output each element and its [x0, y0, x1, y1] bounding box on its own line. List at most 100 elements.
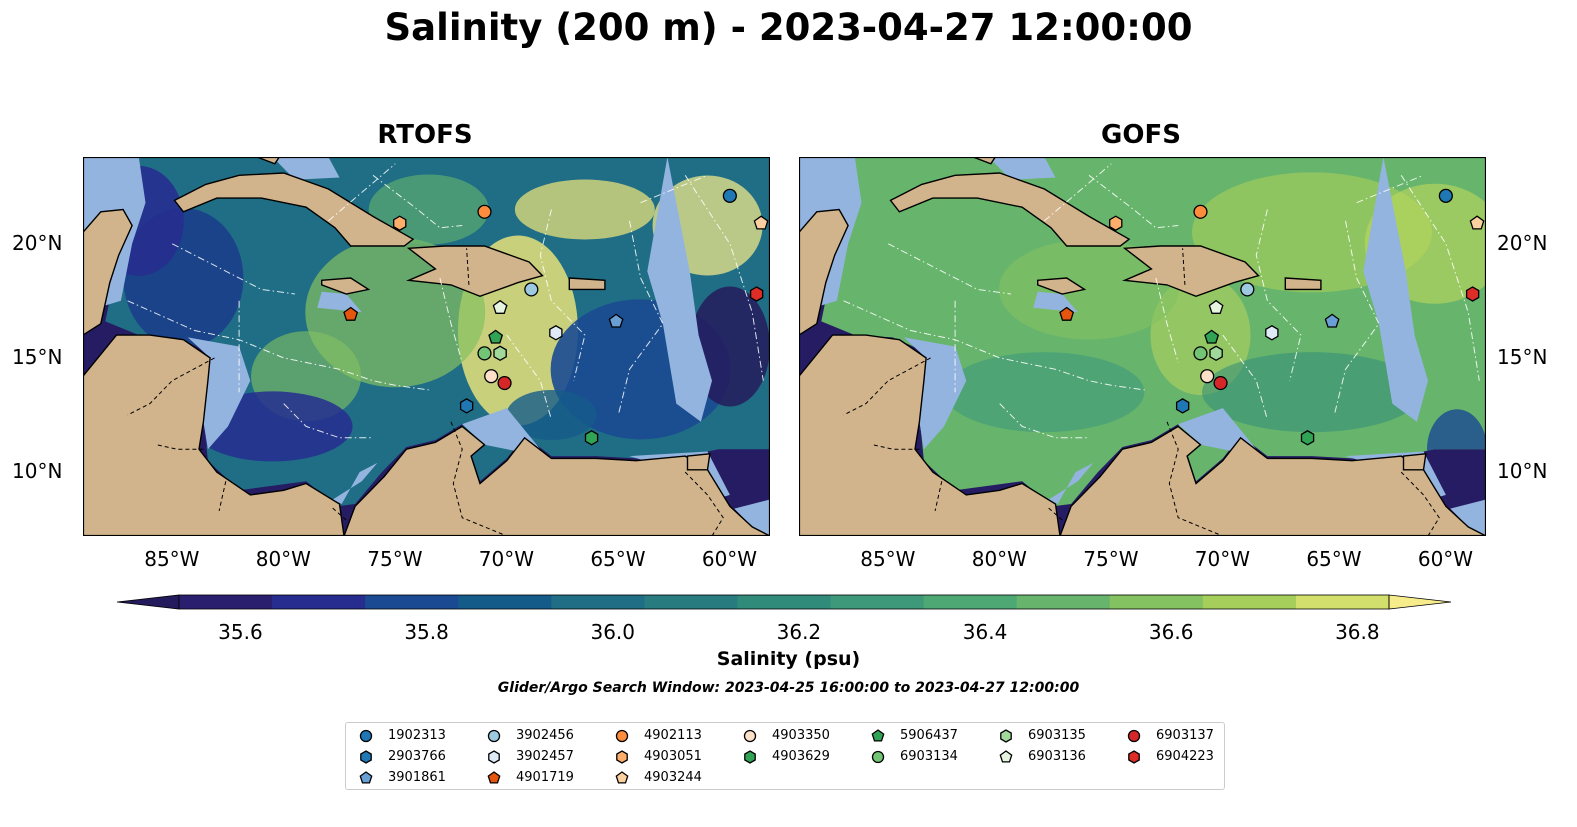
legend-label: 3901861 [388, 770, 446, 785]
float-marker-6903134 [477, 346, 492, 361]
float-marker-6903135 [493, 345, 507, 362]
legend-marker-3902457 [488, 750, 500, 764]
hexagon-marker-icon [744, 750, 756, 764]
shelf-area [903, 337, 967, 450]
legend-label: 2903766 [388, 749, 446, 764]
float-marker-6904223 [1465, 286, 1480, 302]
legend-label: 6903135 [1028, 728, 1086, 743]
legend-marker-6903137 [1127, 729, 1141, 743]
legend-marker-1902313 [359, 729, 373, 743]
land-cuba [173, 172, 415, 247]
colorbar-segment [1016, 595, 1111, 609]
legend-label: 6903134 [900, 749, 958, 764]
land-puerto-rico [568, 277, 606, 291]
float-marker-4902113 [1193, 204, 1208, 219]
float-marker-5906437 [488, 329, 504, 344]
legend-marker-4902113 [615, 729, 629, 743]
shelf-area [734, 499, 770, 536]
colorbar-extend-max [1388, 594, 1452, 610]
colorbar-tick-label: 35.8 [404, 620, 449, 644]
colorbar-segment [458, 595, 552, 609]
float-marker-6903137 [1213, 375, 1228, 391]
shelf-area [1363, 157, 1428, 422]
lon-tick-label: 60°W [701, 547, 758, 571]
lat-tick-label-left: 10°N [12, 459, 63, 484]
circle-marker-icon [871, 750, 885, 764]
lat-tick-label-left: 20°N [12, 230, 63, 255]
lon-tick-label: 65°W [590, 547, 646, 571]
panel-title-rtofs: RTOFS [377, 120, 473, 150]
land-hispaniola [1121, 245, 1260, 298]
circle-marker-icon [359, 729, 373, 743]
colorbar [116, 594, 1452, 610]
colorbar-segment [179, 595, 273, 609]
land-florida-tip [972, 157, 997, 165]
hexagon-marker-icon [1000, 729, 1012, 743]
legend-label: 6904223 [1156, 749, 1214, 764]
pentagon-marker-icon [999, 750, 1013, 763]
legend-marker-4903051 [616, 750, 628, 764]
float-marker-6903136 [492, 299, 508, 314]
hexagon-marker-icon [1128, 750, 1140, 764]
circle-marker-icon [1127, 729, 1141, 743]
float-marker-6903137 [497, 375, 512, 391]
legend-label: 3902456 [516, 728, 574, 743]
legend-label: 4903629 [772, 749, 830, 764]
lon-tick-label: 85°W [860, 547, 916, 571]
float-marker-6903136 [1208, 299, 1224, 314]
circle-marker-icon [615, 729, 629, 743]
float-marker-3901861 [608, 313, 624, 328]
land-trinidad [686, 453, 711, 471]
shelf-area [187, 337, 251, 450]
lat-tick-label-right: 15°N [1497, 344, 1548, 369]
legend-marker-6903134 [871, 750, 885, 764]
shelf-area [332, 462, 378, 504]
legend-label: 5906437 [900, 728, 958, 743]
colorbar-segment [1295, 595, 1390, 609]
legend-marker-6903136 [999, 750, 1013, 763]
float-legend: 1902313 2903766 3901861 3902456 3902457 49017… [345, 722, 1225, 790]
land-puerto-rico [1284, 277, 1322, 291]
float-marker-1902313 [722, 188, 737, 203]
float-marker-4903629 [1300, 430, 1315, 446]
legend-marker-2903766 [360, 750, 372, 764]
colorbar-segment [644, 595, 739, 609]
pentagon-marker-icon [359, 771, 373, 784]
legend-label: 6903136 [1028, 749, 1086, 764]
legend-marker-4901719 [487, 771, 501, 784]
colorbar-tick-label: 36.2 [776, 620, 822, 644]
lat-tick-label-left: 15°N [12, 344, 63, 369]
hexagon-marker-icon [360, 750, 372, 764]
float-marker-4903051 [1109, 215, 1123, 231]
lon-tick-label: 80°W [971, 547, 1027, 571]
colorbar-tick-label: 36.8 [1335, 620, 1380, 644]
float-marker-4901719 [1059, 306, 1075, 321]
float-marker-6903134 [1193, 346, 1208, 361]
colorbar-segment [272, 595, 366, 609]
shelf-area [462, 408, 541, 452]
lon-tick-label: 85°W [144, 547, 200, 571]
float-marker-3902457 [549, 325, 563, 341]
float-marker-4903350 [1200, 369, 1215, 384]
circle-marker-icon [487, 729, 501, 743]
colorbar-segment [737, 595, 832, 609]
colorbar-segment [830, 595, 925, 609]
float-marker-6904223 [749, 286, 764, 302]
colorbar-tick-label: 36.6 [1148, 620, 1194, 644]
float-marker-6903135 [1209, 345, 1223, 362]
legend-label: 3902457 [516, 749, 574, 764]
float-marker-2903766 [459, 398, 474, 414]
shelf-area [647, 157, 712, 422]
lon-tick-label: 60°W [1417, 547, 1474, 571]
float-marker-3901861 [1324, 313, 1340, 328]
legend-marker-3901861 [359, 771, 373, 784]
land-central-america [83, 334, 345, 536]
colorbar-segment [365, 595, 459, 609]
land-south-america [343, 425, 770, 536]
land-yucatan [83, 208, 133, 336]
float-marker-4903629 [584, 430, 599, 446]
lon-tick-label: 70°W [478, 547, 535, 571]
float-marker-3902456 [1240, 282, 1255, 297]
legend-label: 4903244 [644, 770, 702, 785]
float-marker-1902313 [1438, 188, 1453, 203]
